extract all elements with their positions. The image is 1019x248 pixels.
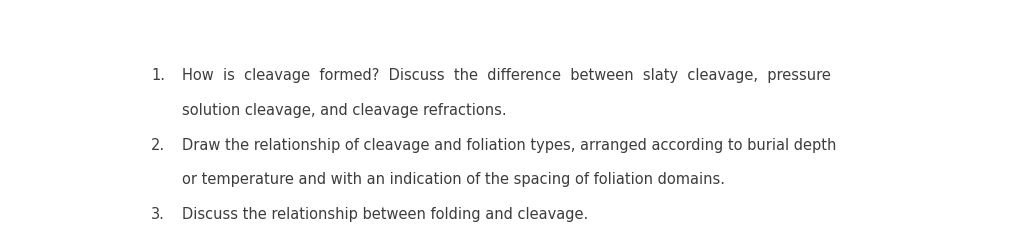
Text: How  is  cleavage  formed?  Discuss  the  difference  between  slaty  cleavage, : How is cleavage formed? Discuss the diff… [181,68,829,83]
Text: 3.: 3. [151,207,165,222]
Text: solution cleavage, and cleavage refractions.: solution cleavage, and cleavage refracti… [181,103,505,118]
Text: 1.: 1. [151,68,165,83]
Text: Draw the relationship of cleavage and foliation types, arranged according to bur: Draw the relationship of cleavage and fo… [181,138,836,153]
Text: 2.: 2. [151,138,165,153]
Text: or temperature and with an indication of the spacing of foliation domains.: or temperature and with an indication of… [181,172,723,187]
Text: Discuss the relationship between folding and cleavage.: Discuss the relationship between folding… [181,207,587,222]
